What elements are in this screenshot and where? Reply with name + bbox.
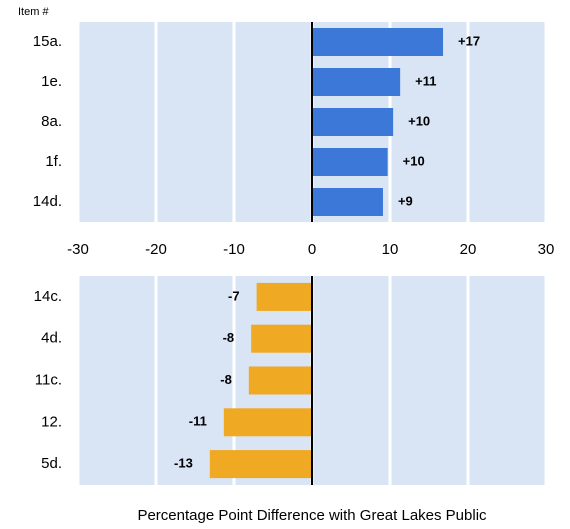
value-label: +17 xyxy=(458,33,480,48)
category-label: 14d. xyxy=(33,193,62,210)
value-label: +9 xyxy=(398,193,413,208)
bar xyxy=(256,282,312,311)
bar xyxy=(312,68,401,96)
x-tick-label: -30 xyxy=(67,241,89,258)
bar xyxy=(312,108,394,136)
value-label: -13 xyxy=(174,456,193,471)
bar xyxy=(251,324,312,353)
category-label: 1f. xyxy=(45,153,62,170)
category-axis-title: Item # xyxy=(18,6,49,18)
value-label: +11 xyxy=(415,73,436,88)
category-label: 8a. xyxy=(41,113,62,130)
category-label: 4d. xyxy=(41,330,62,347)
category-label: 15a. xyxy=(33,33,62,50)
x-tick-label: 0 xyxy=(308,241,316,258)
bar xyxy=(248,366,312,395)
category-label: 5d. xyxy=(41,455,62,472)
bar xyxy=(223,408,312,437)
x-tick-label: 10 xyxy=(382,241,399,258)
bar xyxy=(312,188,383,216)
x-tick-label: -10 xyxy=(223,241,245,258)
value-label: +10 xyxy=(408,113,430,128)
bar xyxy=(312,148,388,176)
category-label: 1e. xyxy=(41,73,62,90)
category-label: 14c. xyxy=(34,288,62,305)
value-label: -8 xyxy=(220,372,232,387)
value-label: -7 xyxy=(228,288,240,303)
bar xyxy=(312,28,444,56)
x-tick-label: 20 xyxy=(460,241,477,258)
value-label: -11 xyxy=(189,414,207,429)
x-axis-label: Percentage Point Difference with Great L… xyxy=(137,507,487,524)
x-tick-label: -20 xyxy=(145,241,167,258)
value-label: -8 xyxy=(223,330,235,345)
category-label: 12. xyxy=(41,413,62,430)
category-label: 11c. xyxy=(35,371,62,388)
x-tick-label: 30 xyxy=(538,241,555,258)
value-label: +10 xyxy=(403,153,425,168)
bar xyxy=(209,450,312,479)
